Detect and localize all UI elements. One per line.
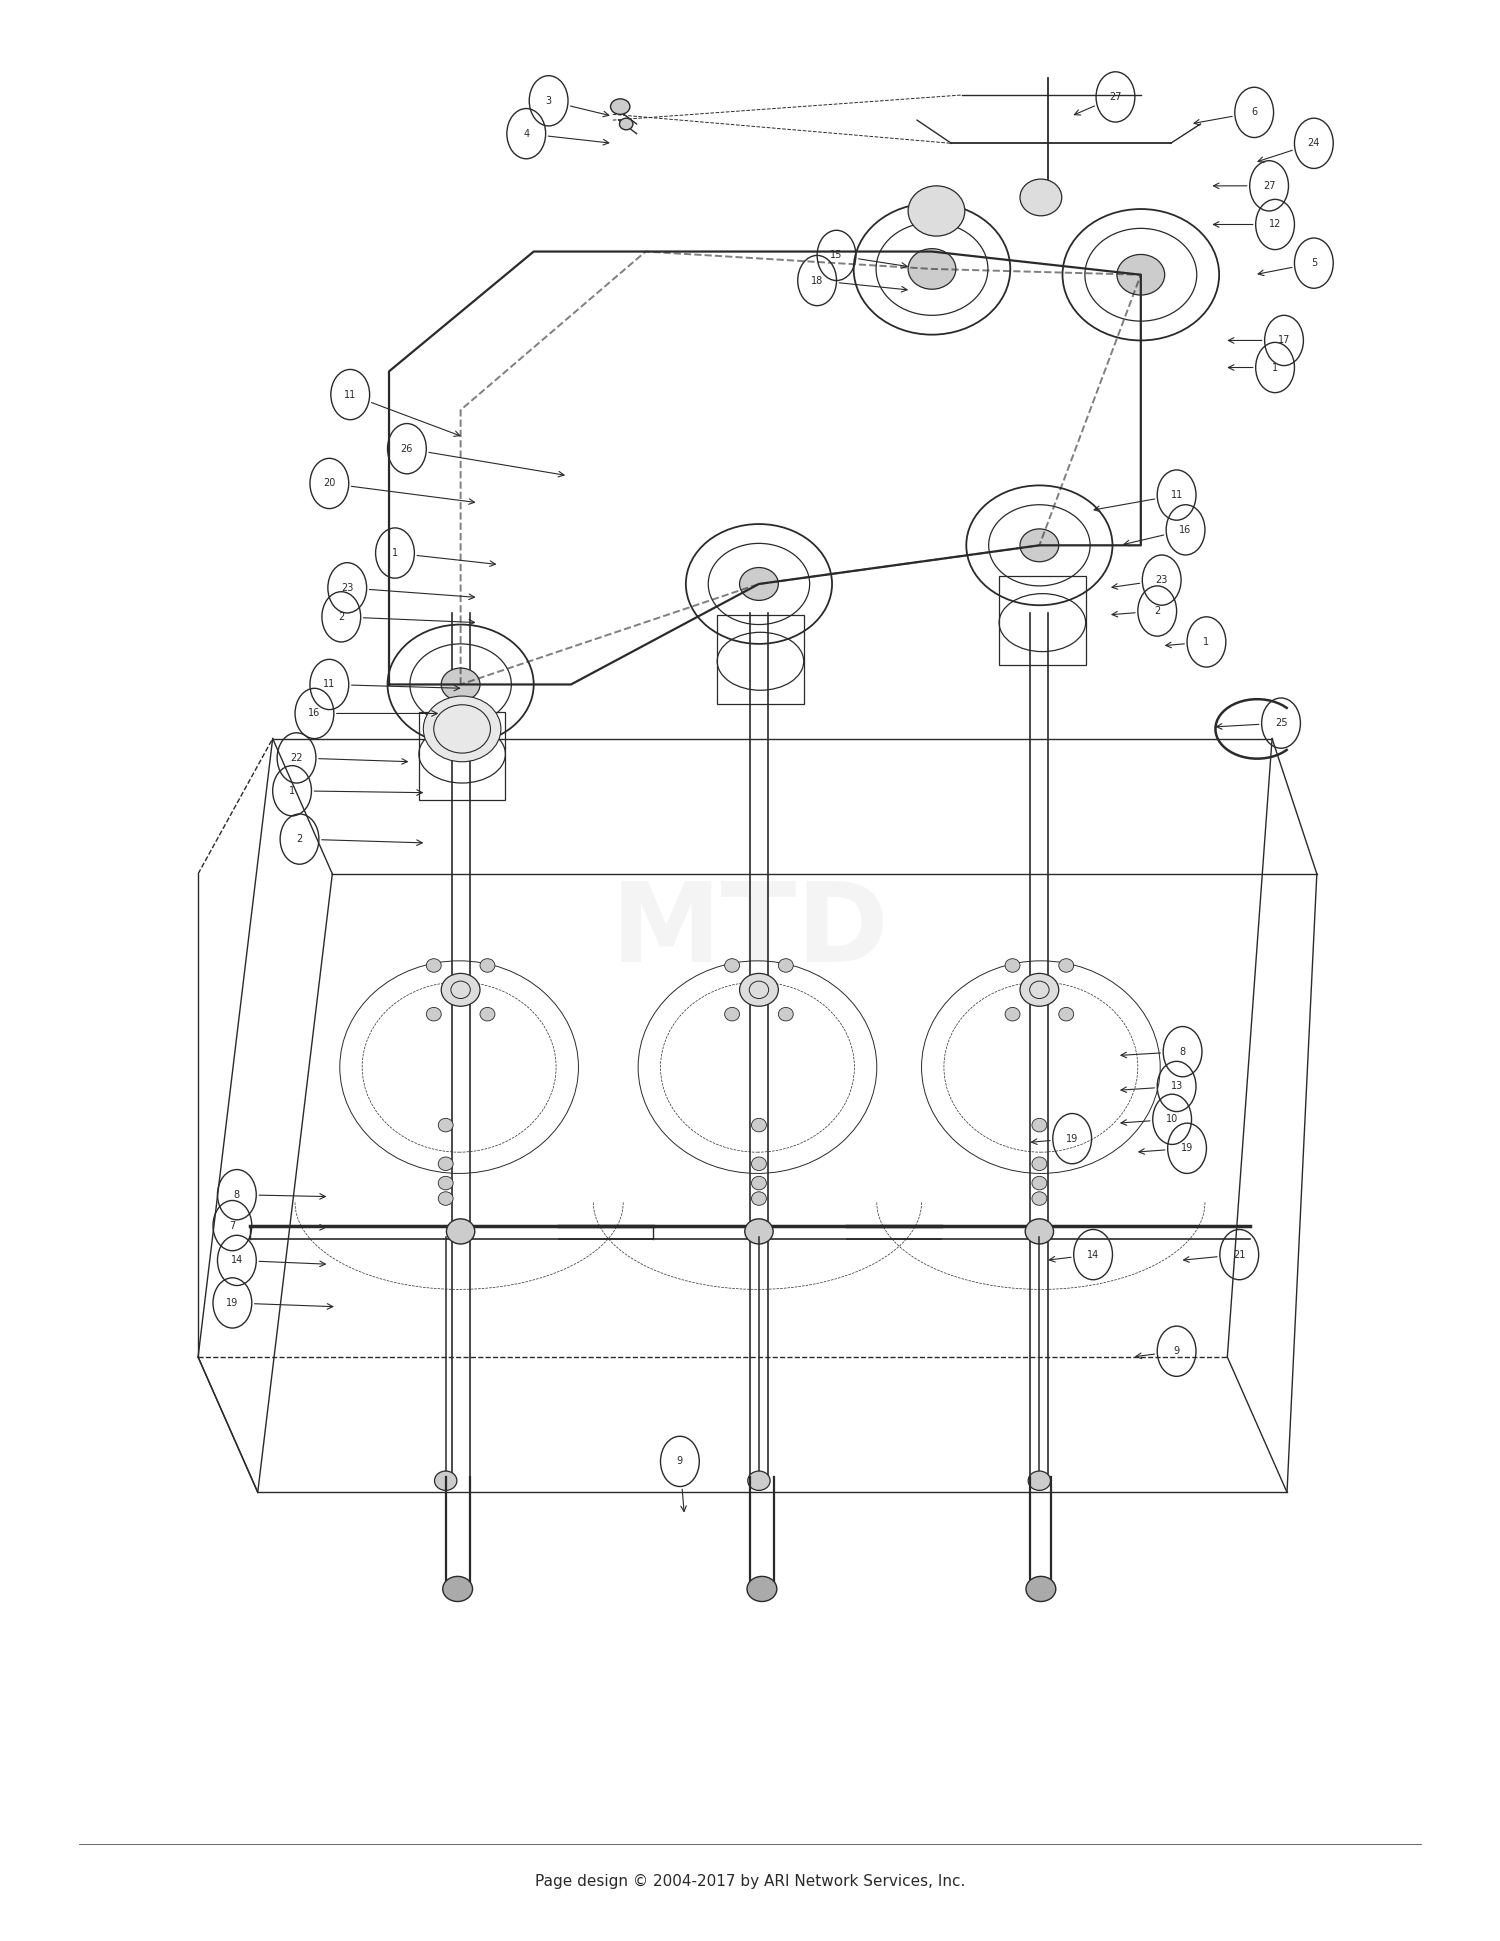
Ellipse shape <box>441 972 480 1005</box>
Text: 1: 1 <box>1272 363 1278 373</box>
Text: 17: 17 <box>1278 336 1290 345</box>
Text: 7: 7 <box>230 1221 236 1231</box>
Text: 4: 4 <box>524 128 530 138</box>
Text: Page design © 2004-2017 by ARI Network Services, Inc.: Page design © 2004-2017 by ARI Network S… <box>536 1873 964 1889</box>
Ellipse shape <box>778 1007 794 1021</box>
Ellipse shape <box>724 1007 740 1021</box>
Ellipse shape <box>1032 1118 1047 1132</box>
Bar <box>717 615 804 705</box>
Ellipse shape <box>480 1007 495 1021</box>
Text: 16: 16 <box>309 708 321 718</box>
Ellipse shape <box>908 248 956 289</box>
Text: 11: 11 <box>1170 489 1182 501</box>
Ellipse shape <box>746 1219 772 1244</box>
Ellipse shape <box>740 972 778 1005</box>
Text: 14: 14 <box>1088 1250 1100 1260</box>
Ellipse shape <box>426 1007 441 1021</box>
Ellipse shape <box>426 959 441 972</box>
Text: 2: 2 <box>1154 606 1161 615</box>
Bar <box>419 712 506 800</box>
Text: 13: 13 <box>1170 1081 1182 1091</box>
Ellipse shape <box>752 1176 766 1190</box>
Ellipse shape <box>1118 254 1164 295</box>
Ellipse shape <box>610 99 630 115</box>
Ellipse shape <box>752 1157 766 1170</box>
Ellipse shape <box>1032 1176 1047 1190</box>
Ellipse shape <box>724 959 740 972</box>
Text: 1: 1 <box>392 547 398 559</box>
Ellipse shape <box>438 1118 453 1132</box>
Ellipse shape <box>1028 1471 1050 1491</box>
Text: 9: 9 <box>676 1456 682 1465</box>
Text: 26: 26 <box>400 444 412 454</box>
Ellipse shape <box>447 1219 476 1244</box>
Ellipse shape <box>752 1118 766 1132</box>
Text: 6: 6 <box>1251 107 1257 116</box>
Text: 19: 19 <box>1180 1143 1192 1153</box>
Ellipse shape <box>1020 972 1059 1005</box>
Text: 8: 8 <box>234 1190 240 1200</box>
Text: 25: 25 <box>1275 718 1287 728</box>
Text: 18: 18 <box>812 276 824 285</box>
Text: 2: 2 <box>338 611 345 621</box>
Text: 5: 5 <box>1311 258 1317 268</box>
Ellipse shape <box>620 118 633 130</box>
Text: 12: 12 <box>1269 219 1281 229</box>
Ellipse shape <box>748 1471 770 1491</box>
Text: 8: 8 <box>1179 1046 1185 1056</box>
Text: 23: 23 <box>1155 575 1168 584</box>
Text: 11: 11 <box>322 679 336 689</box>
Ellipse shape <box>1059 1007 1074 1021</box>
Text: 16: 16 <box>1179 524 1191 536</box>
Text: 21: 21 <box>1233 1250 1245 1260</box>
Text: 22: 22 <box>291 753 303 763</box>
Ellipse shape <box>1026 1576 1056 1601</box>
Text: 24: 24 <box>1308 138 1320 148</box>
Ellipse shape <box>778 959 794 972</box>
Ellipse shape <box>442 1576 472 1601</box>
Ellipse shape <box>441 668 480 701</box>
Ellipse shape <box>1032 1157 1047 1170</box>
Ellipse shape <box>1032 1192 1047 1205</box>
Ellipse shape <box>480 959 495 972</box>
Text: 10: 10 <box>1166 1114 1179 1124</box>
Ellipse shape <box>908 186 964 237</box>
Text: 23: 23 <box>340 582 354 592</box>
Text: 9: 9 <box>1173 1347 1179 1357</box>
Text: 20: 20 <box>322 479 336 489</box>
Ellipse shape <box>438 1192 453 1205</box>
Text: 19: 19 <box>1066 1134 1078 1143</box>
Ellipse shape <box>1005 1007 1020 1021</box>
Text: MTD: MTD <box>610 879 890 986</box>
Text: 19: 19 <box>226 1299 238 1308</box>
Text: 14: 14 <box>231 1256 243 1266</box>
Ellipse shape <box>752 1192 766 1205</box>
Ellipse shape <box>1020 179 1062 215</box>
Text: 3: 3 <box>546 95 552 107</box>
Text: 2: 2 <box>297 835 303 844</box>
Ellipse shape <box>1020 528 1059 561</box>
Bar <box>999 576 1086 666</box>
Ellipse shape <box>740 567 778 600</box>
Ellipse shape <box>1059 959 1074 972</box>
Ellipse shape <box>435 1471 457 1491</box>
Text: 11: 11 <box>344 390 357 400</box>
Text: 1: 1 <box>290 786 296 796</box>
Ellipse shape <box>1005 959 1020 972</box>
Ellipse shape <box>1024 1219 1053 1244</box>
Text: 15: 15 <box>831 250 843 260</box>
Text: 27: 27 <box>1108 91 1122 103</box>
Text: 27: 27 <box>1263 181 1275 190</box>
Ellipse shape <box>438 1176 453 1190</box>
Ellipse shape <box>747 1576 777 1601</box>
Text: 1: 1 <box>1203 637 1209 646</box>
Ellipse shape <box>438 1157 453 1170</box>
Ellipse shape <box>423 697 501 761</box>
